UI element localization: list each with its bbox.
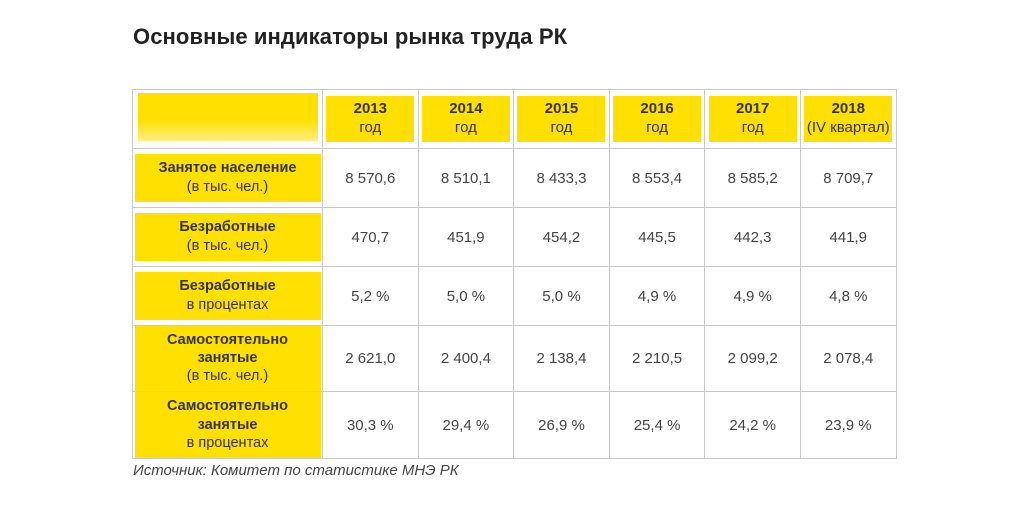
- row-unit: (в тыс. чел.): [186, 368, 269, 385]
- table-cell: 454,2: [513, 207, 610, 267]
- table-cell: 5,0 %: [417, 266, 515, 326]
- table-cell: 2 099,2: [704, 324, 801, 393]
- table-cell: 8 570,6: [322, 148, 419, 208]
- table-cell: 2 078,4: [799, 324, 897, 393]
- table-cell: 5,2 %: [322, 266, 419, 326]
- row-label: Безработные: [179, 278, 276, 295]
- table-cell: 445,5: [608, 207, 706, 267]
- row-header: Безработные в процентах: [132, 266, 323, 326]
- column-header: 2017 год: [704, 89, 801, 149]
- column-year: 2013: [353, 99, 387, 117]
- column-year: 2018: [831, 99, 865, 117]
- column-year: 2016: [640, 99, 674, 117]
- table-cell: 8 585,2: [704, 148, 801, 208]
- column-header: 2013 год: [322, 89, 419, 149]
- column-sub: (IV квартал): [806, 118, 890, 136]
- table-cell: 441,9: [799, 207, 897, 267]
- page-title: Основные индикаторы рынка труда РК: [133, 24, 568, 49]
- column-sub: год: [359, 118, 382, 136]
- table-row: Безработные в процентах 5,2 % 5,0 % 5,0 %…: [132, 266, 897, 326]
- row-label: Самостоятельно занятые: [167, 332, 288, 367]
- row-label: Занятое население: [158, 160, 297, 177]
- table-cell: 2 400,4: [417, 324, 515, 393]
- column-header: 2016 год: [608, 89, 706, 149]
- table-cell: 8 510,1: [417, 148, 515, 208]
- table-header-row: 2013 год 2014 год 2015 год 2016 год 2017 год …: [132, 89, 897, 149]
- table-cell: 8 433,3: [513, 148, 610, 208]
- table-cell: 4,9 %: [608, 266, 706, 326]
- table-cell: 29,4 %: [417, 391, 515, 459]
- table-cell: 4,9 %: [704, 266, 801, 326]
- table-cell: 30,3 %: [322, 391, 419, 459]
- column-sub: год: [454, 118, 477, 136]
- table-cell: 2 138,4: [513, 324, 610, 393]
- column-header: 2015 год: [513, 89, 610, 149]
- labor-market-table: 2013 год 2014 год 2015 год 2016 год 2017 год …: [132, 89, 897, 459]
- table-cell: 24,2 %: [704, 391, 801, 459]
- column-header: 2014 год: [417, 89, 515, 149]
- table-cell: 442,3: [704, 207, 801, 267]
- corner-highlight: [137, 93, 318, 141]
- table-cell: 470,7: [322, 207, 419, 267]
- row-unit: (в тыс. чел.): [186, 178, 269, 195]
- row-label: Безработные: [179, 219, 276, 236]
- column-year: 2014: [449, 99, 483, 117]
- table-cell: 4,8 %: [799, 266, 897, 326]
- row-unit: в процентах: [186, 434, 269, 451]
- table-row: Занятое население (в тыс. чел.) 8 570,6 8…: [132, 148, 897, 208]
- row-unit: в процентах: [186, 296, 269, 313]
- row-header: Самостоятельно занятые в процентах: [132, 391, 323, 459]
- table-cell: 2 621,0: [322, 324, 419, 393]
- source-note: Источник: Комитет по статистике МНЭ РК: [133, 462, 459, 479]
- table-row: Самостоятельно занятые в процентах 30,3 %…: [132, 391, 897, 459]
- table-cell: 23,9 %: [799, 391, 897, 459]
- row-header: Занятое население (в тыс. чел.): [132, 148, 323, 208]
- table-cell: 8 553,4: [608, 148, 706, 208]
- row-header: Самостоятельно занятые (в тыс. чел.): [132, 324, 323, 393]
- table-cell: 26,9 %: [513, 391, 610, 459]
- row-unit: (в тыс. чел.): [186, 237, 269, 254]
- column-header: 2018 (IV квартал): [799, 89, 897, 149]
- table-cell: 25,4 %: [608, 391, 706, 459]
- table-cell: 5,0 %: [513, 266, 610, 326]
- labor-market-table-container: 2013 год 2014 год 2015 год 2016 год 2017 год …: [132, 89, 897, 459]
- column-year: 2015: [544, 99, 579, 117]
- row-label: Самостоятельно занятые: [167, 398, 288, 433]
- column-sub: год: [550, 118, 573, 136]
- table-row: Безработные (в тыс. чел.) 470,7 451,9 454…: [132, 207, 897, 267]
- table-corner-cell: [132, 89, 323, 149]
- table-row: Самостоятельно занятые (в тыс. чел.) 2 62…: [132, 324, 897, 393]
- table-cell: 8 709,7: [799, 148, 897, 208]
- column-sub: год: [741, 118, 764, 136]
- table-cell: 451,9: [417, 207, 515, 267]
- column-sub: год: [646, 118, 669, 136]
- column-year: 2017: [735, 99, 770, 117]
- row-header: Безработные (в тыс. чел.): [132, 207, 323, 267]
- table-cell: 2 210,5: [608, 324, 706, 393]
